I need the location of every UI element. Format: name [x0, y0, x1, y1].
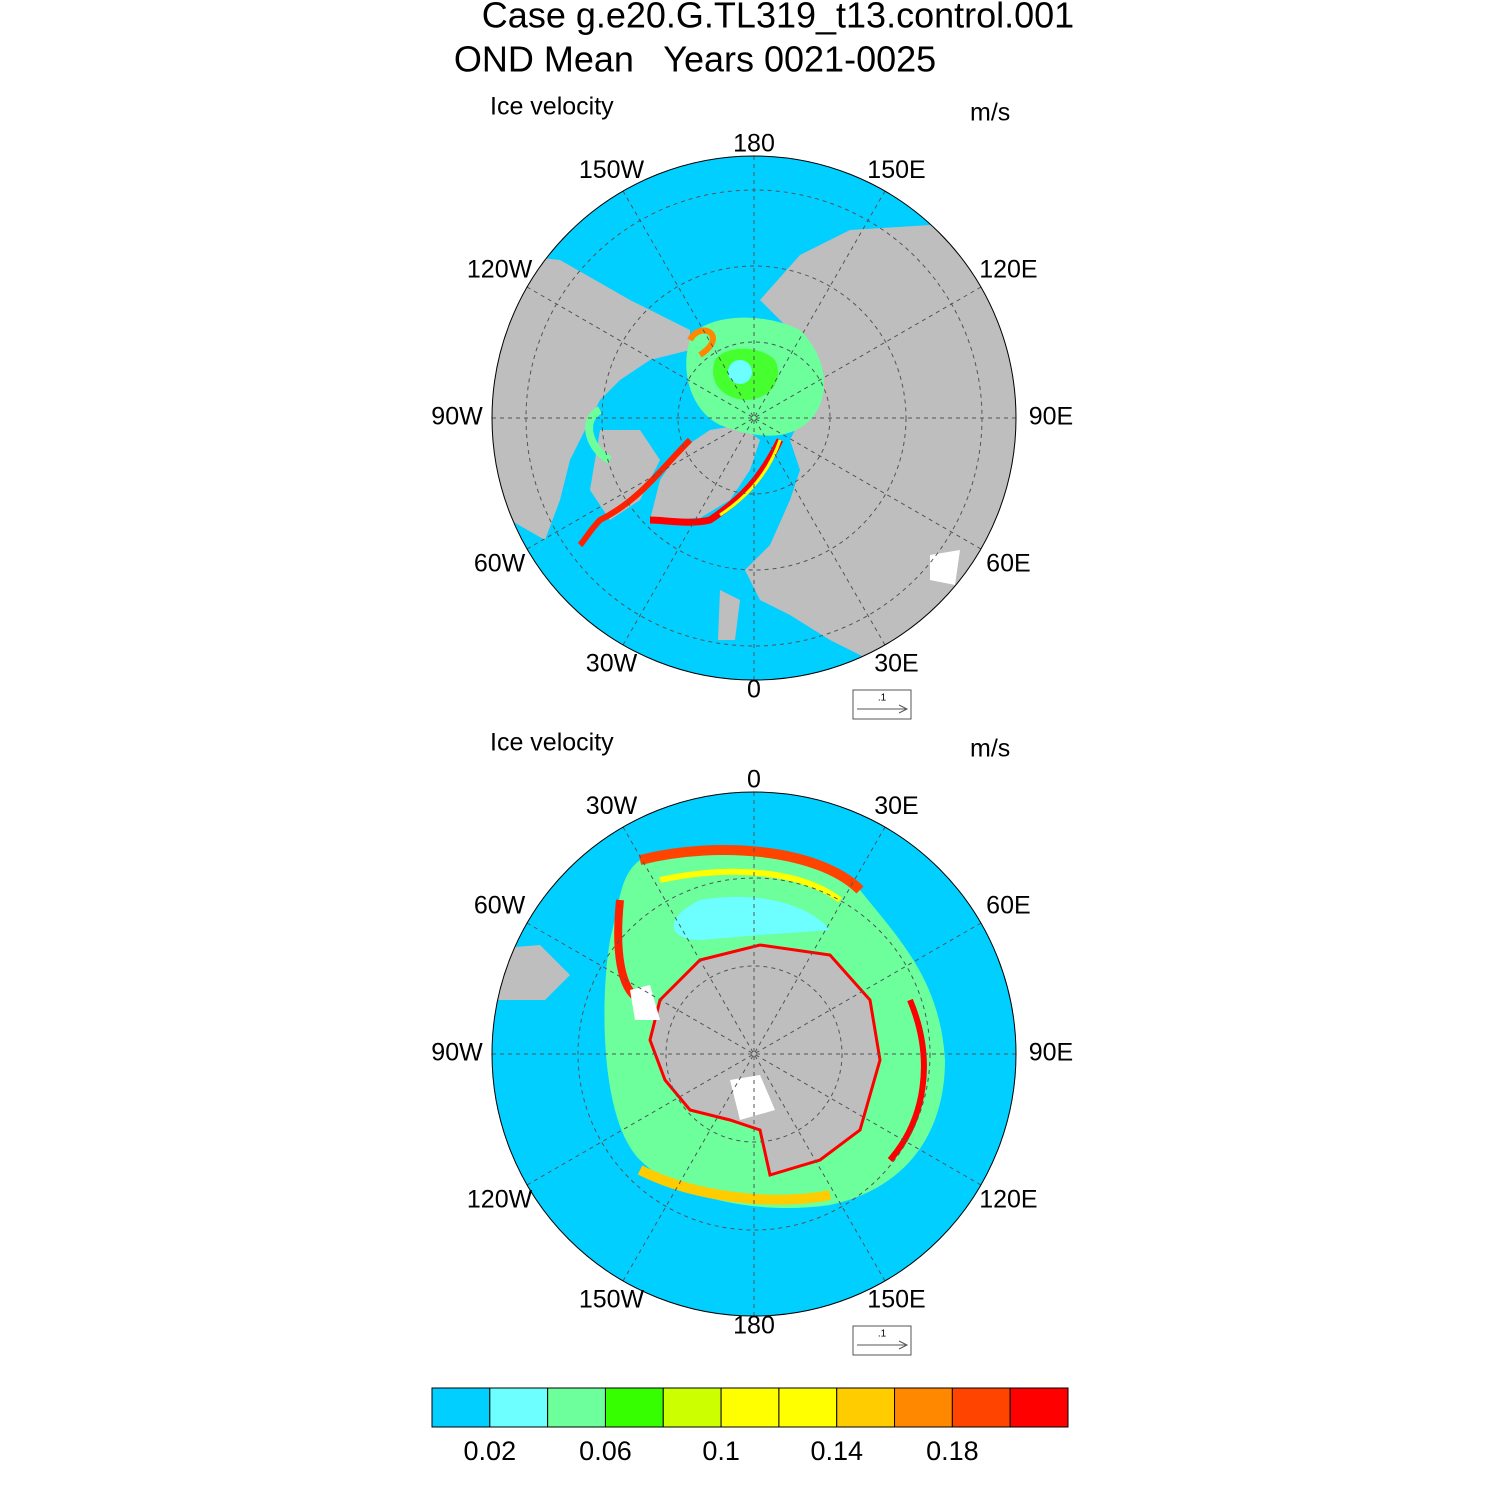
colorbar-box [720, 1387, 780, 1428]
north-map [492, 156, 1016, 680]
longitude-label: 0 [747, 766, 761, 794]
reference-vector-box [852, 689, 912, 720]
colorbar-tick-label: 0.14 [810, 1436, 863, 1466]
panel-label: Ice velocity [490, 729, 614, 757]
longitude-label: 30W [586, 649, 638, 677]
longitude-label: 90W [431, 1039, 483, 1067]
colorbar-box [778, 1387, 838, 1428]
subtitle: OND Mean Years 0021-0025 [454, 39, 936, 80]
panel-label: Ice velocity [490, 93, 614, 121]
longitude-label: 150E [867, 156, 925, 184]
longitude-label: 150W [579, 156, 645, 184]
longitude-label: 60E [986, 892, 1030, 920]
longitude-label: 0 [747, 676, 761, 704]
longitude-label: 120E [979, 1186, 1037, 1214]
colorbar-box [604, 1387, 664, 1428]
longitude-label: 30W [586, 792, 638, 820]
longitude-label: 30E [874, 649, 918, 677]
longitude-label: 180 [733, 1312, 775, 1340]
colorbar-box [951, 1387, 1011, 1428]
longitude-label: 120E [979, 256, 1037, 284]
colorbar-box [836, 1387, 896, 1428]
longitude-label: 180 [733, 130, 775, 158]
colorbar-box [547, 1387, 606, 1428]
reference-vector-head [898, 704, 909, 714]
colorbar-tick-label: 0.18 [926, 1436, 979, 1466]
longitude-label: 90W [431, 403, 483, 431]
colorbar-box [894, 1387, 953, 1428]
longitude-label: 120W [467, 1186, 533, 1214]
longitude-label: 30E [874, 792, 918, 820]
longitude-label: 60E [986, 550, 1030, 578]
longitude-label: 120W [467, 256, 533, 284]
longitude-label: 150E [867, 1285, 925, 1313]
panel-units: m/s [970, 735, 1010, 763]
longitude-label: 90E [1029, 403, 1073, 431]
colorbar-box [489, 1387, 549, 1428]
longitude-label: 150W [579, 1285, 645, 1313]
longitude-label: 90E [1029, 1039, 1073, 1067]
title: Case g.e20.G.TL319_t13.control.001 [482, 0, 1074, 36]
reference-vector-label: .1 [878, 693, 887, 704]
longitude-label: 60W [474, 892, 526, 920]
reference-vector-label: .1 [878, 1329, 887, 1340]
colorbar-tick-label: 0.1 [702, 1436, 740, 1466]
colorbar-box [1009, 1387, 1069, 1428]
colorbar-tick-label: 0.02 [464, 1436, 517, 1466]
colorbar-tick-label: 0.06 [579, 1436, 632, 1466]
colorbar-box [662, 1387, 722, 1428]
longitude-label: 60W [474, 550, 526, 578]
panel-units: m/s [970, 99, 1010, 127]
reference-vector-box [852, 1325, 912, 1356]
south-map [492, 792, 1016, 1316]
colorbar-box [431, 1387, 491, 1428]
reference-vector-head [898, 1340, 909, 1350]
